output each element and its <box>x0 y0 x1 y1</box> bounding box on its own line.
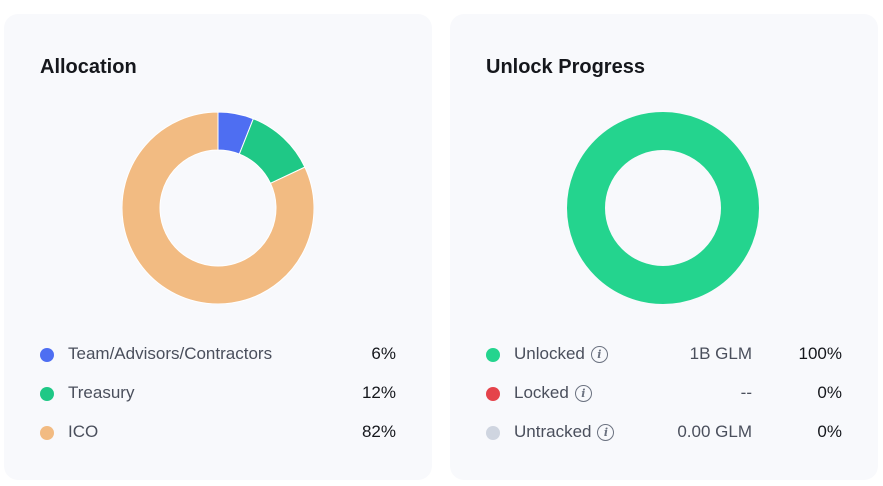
untracked-color-dot <box>486 426 500 440</box>
untracked-label-wrap: Untracked i <box>514 422 615 442</box>
unlock-progress-title: Unlock Progress <box>486 56 645 78</box>
allocation-title: Allocation <box>40 56 137 78</box>
treasury-percentage: 12% <box>361 383 396 402</box>
locked-percentage: 0% <box>817 383 842 402</box>
unlock-progress-donut-chart <box>567 112 759 304</box>
ico-percentage: 82% <box>361 422 396 441</box>
legend-row-team: Team/Advisors/Contractors 6% <box>40 344 396 383</box>
ico-color-dot <box>40 426 54 440</box>
legend-row-treasury: Treasury 12% <box>40 383 396 422</box>
allocation-card: Allocation Team/Advisors/Contractors 6% … <box>4 14 432 480</box>
unlocked-label: Unlocked <box>514 344 585 363</box>
unlocked-percentage: 100% <box>798 344 842 363</box>
unlocked-amount: 1B GLM <box>689 344 752 363</box>
unlocked-color-dot <box>486 348 500 362</box>
legend-row-unlocked: Unlocked i 1B GLM 100% <box>486 344 842 383</box>
allocation-donut-chart <box>122 112 314 304</box>
locked-amount: -- <box>740 383 752 402</box>
allocation-legend: Team/Advisors/Contractors 6% Treasury 12… <box>40 344 396 461</box>
unlocked-label-wrap: Unlocked i <box>514 344 608 364</box>
treasury-label: Treasury <box>68 383 135 402</box>
info-circle-icon[interactable]: i <box>597 424 615 441</box>
unlock-progress-card: Unlock Progress Unlocked i 1B GLM 100% Lo… <box>450 14 878 480</box>
legend-row-untracked: Untracked i 0.00 GLM 0% <box>486 422 842 461</box>
locked-color-dot <box>486 387 500 401</box>
donut-slice-unlocked <box>567 112 759 304</box>
donut-slice-ico <box>122 112 314 304</box>
legend-row-locked: Locked i -- 0% <box>486 383 842 422</box>
untracked-percentage: 0% <box>817 422 842 441</box>
team-label: Team/Advisors/Contractors <box>68 344 273 363</box>
treasury-color-dot <box>40 387 54 401</box>
ico-label: ICO <box>68 422 99 441</box>
untracked-amount: 0.00 GLM <box>677 422 752 441</box>
untracked-label: Untracked <box>514 422 592 441</box>
info-circle-icon[interactable]: i <box>590 346 608 363</box>
locked-label: Locked <box>514 383 569 402</box>
locked-label-wrap: Locked i <box>514 383 592 403</box>
unlock-legend: Unlocked i 1B GLM 100% Locked i -- 0% Untr… <box>486 344 842 461</box>
team-color-dot <box>40 348 54 362</box>
team-percentage: 6% <box>371 344 396 363</box>
info-circle-icon[interactable]: i <box>574 385 592 402</box>
legend-row-ico: ICO 82% <box>40 422 396 461</box>
